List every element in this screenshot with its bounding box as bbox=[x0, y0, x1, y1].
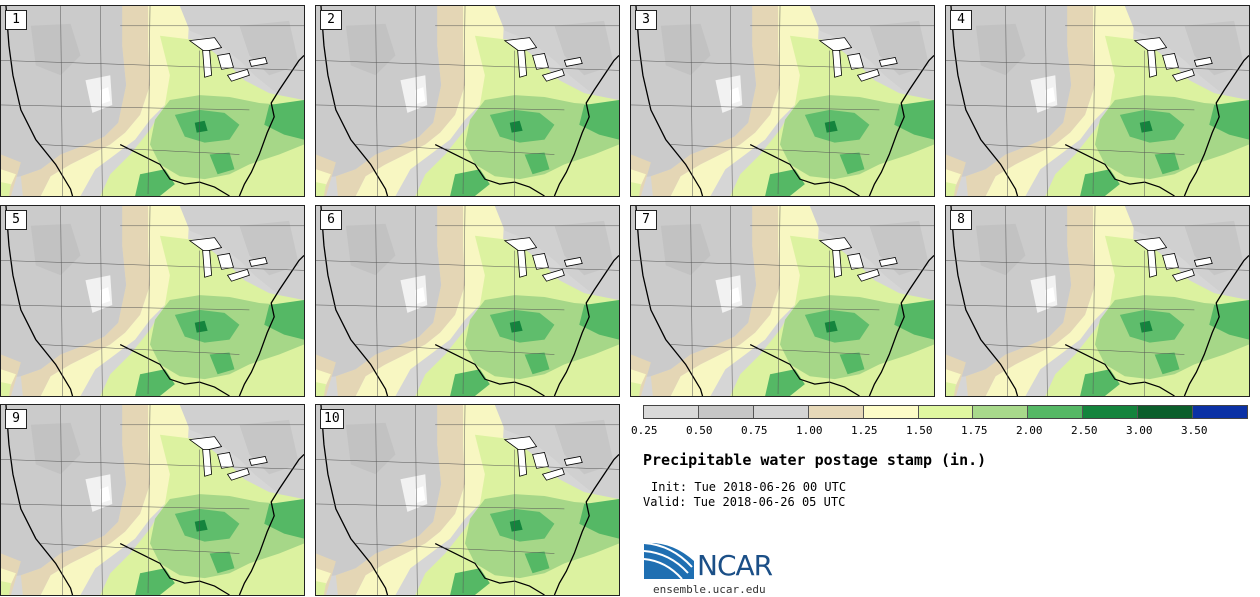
colorbar-swatch bbox=[863, 406, 919, 418]
map-graphic bbox=[1, 6, 304, 196]
map-graphic bbox=[631, 6, 934, 196]
colorbar-tick-label: 2.50 bbox=[1071, 424, 1098, 437]
ncar-logo-icon bbox=[643, 542, 694, 580]
member-label: 4 bbox=[950, 10, 972, 30]
member-label: 5 bbox=[5, 210, 27, 230]
map-graphic bbox=[946, 206, 1249, 396]
member-label: 10 bbox=[320, 409, 344, 429]
member-label: 6 bbox=[320, 210, 342, 230]
colorbar-swatch bbox=[1028, 406, 1084, 418]
colorbar-tick-label: 2.00 bbox=[1016, 424, 1043, 437]
colorbar-swatch bbox=[698, 406, 754, 418]
colorbar-tick-label: 3.50 bbox=[1181, 424, 1208, 437]
member-label: 9 bbox=[5, 409, 27, 429]
member-label: 3 bbox=[635, 10, 657, 30]
ensemble-member-map-10: 10 bbox=[315, 404, 620, 596]
map-graphic bbox=[1, 405, 304, 595]
member-label: 7 bbox=[635, 210, 657, 230]
colorbar-tick-label: 1.00 bbox=[796, 424, 823, 437]
colorbar-tick-label: 0.50 bbox=[686, 424, 713, 437]
member-label: 8 bbox=[950, 210, 972, 230]
colorbar-swatch bbox=[753, 406, 809, 418]
ensemble-member-map-6: 6 bbox=[315, 205, 620, 397]
colorbar-swatch bbox=[918, 406, 974, 418]
colorbar-tick-label: 1.75 bbox=[961, 424, 988, 437]
valid-time: Valid: Tue 2018-06-26 05 UTC bbox=[643, 495, 846, 509]
map-graphic bbox=[946, 6, 1249, 196]
colorbar-tick-label: 0.25 bbox=[631, 424, 658, 437]
colorbar-tick-label: 0.75 bbox=[741, 424, 768, 437]
colorbar-swatch bbox=[1138, 406, 1194, 418]
map-graphic bbox=[1, 206, 304, 396]
site-url: ensemble.ucar.edu bbox=[653, 583, 766, 596]
ncar-logo-text: NCAR bbox=[697, 549, 773, 582]
map-graphic bbox=[316, 405, 619, 595]
ensemble-member-map-1: 1 bbox=[0, 5, 305, 197]
ensemble-member-map-7: 7 bbox=[630, 205, 935, 397]
init-time: Init: Tue 2018-06-26 00 UTC bbox=[651, 480, 847, 494]
ensemble-member-map-5: 5 bbox=[0, 205, 305, 397]
map-graphic bbox=[316, 206, 619, 396]
ensemble-member-map-8: 8 bbox=[945, 205, 1250, 397]
map-graphic bbox=[631, 206, 934, 396]
colorbar-swatch bbox=[1083, 406, 1139, 418]
colorbar-ticks: 0.25 0.50 0.75 1.00 1.25 1.50 1.75 2.00 2.50 3.00… bbox=[631, 424, 1248, 438]
ensemble-member-map-9: 9 bbox=[0, 404, 305, 596]
member-label: 2 bbox=[320, 10, 342, 30]
chart-title: Precipitable water postage stamp (in.) bbox=[643, 451, 987, 469]
colorbar-tick-label: 1.50 bbox=[906, 424, 933, 437]
ensemble-member-map-4: 4 bbox=[945, 5, 1250, 197]
colorbar-swatch bbox=[973, 406, 1029, 418]
colorbar-tick-label: 1.25 bbox=[851, 424, 878, 437]
member-label: 1 bbox=[5, 10, 27, 30]
colorbar-swatch bbox=[808, 406, 864, 418]
colorbar-swatch bbox=[1193, 406, 1247, 418]
colorbar-tick-label: 3.00 bbox=[1126, 424, 1153, 437]
ensemble-member-map-3: 3 bbox=[630, 5, 935, 197]
colorbar bbox=[643, 405, 1248, 419]
colorbar-swatch bbox=[644, 406, 699, 418]
map-graphic bbox=[316, 6, 619, 196]
ensemble-member-map-2: 2 bbox=[315, 5, 620, 197]
